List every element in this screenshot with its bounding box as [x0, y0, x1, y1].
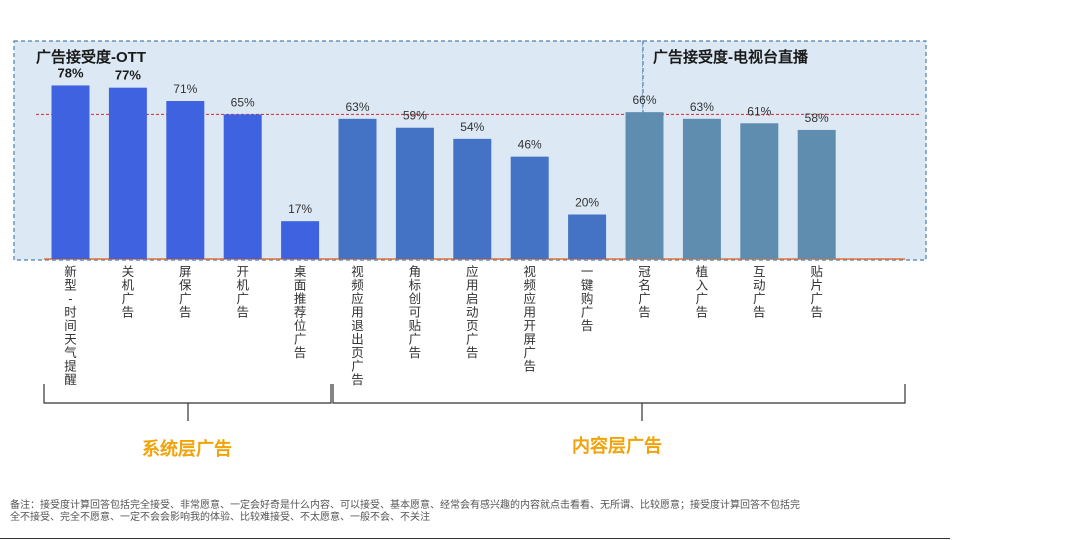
bar — [797, 129, 836, 259]
ott-panel-title: 广告接受度-OTT — [36, 48, 146, 66]
bar-value-label: 77% — [115, 68, 141, 83]
bar — [338, 118, 377, 259]
system-layer-bracket — [43, 384, 332, 421]
category-label: 一键购广告 — [581, 265, 594, 333]
bar — [166, 101, 205, 260]
bottom-divider — [0, 538, 950, 539]
bar — [395, 127, 434, 259]
category-label: 贴片广告 — [810, 265, 823, 320]
bar — [223, 114, 262, 259]
bar — [740, 123, 779, 260]
bar-value-label: 78% — [57, 65, 83, 80]
category-label: 冠名广告 — [638, 265, 651, 320]
group-brackets — [43, 384, 906, 421]
category-label: 角标创可贴广告 — [409, 265, 422, 360]
bar-value-label: 17% — [288, 202, 312, 216]
category-label: 视频应用开屏广告 — [523, 264, 536, 374]
category-label: 屏保广告 — [179, 265, 192, 320]
bar-value-label: 61% — [747, 104, 771, 118]
bar-value-label: 63% — [345, 100, 369, 114]
category-label: 视频应用退出页广告 — [351, 264, 364, 387]
content-layer-label: 内容层广告 — [572, 435, 662, 456]
footnote: 备注：接受度计算回答包括完全接受、非常愿意、一定会好奇是什么内容、可以接受、基本… — [10, 500, 800, 523]
bar-value-label: 59% — [403, 109, 427, 123]
bar — [510, 156, 549, 259]
bar — [453, 138, 492, 259]
bar-value-label: 46% — [518, 138, 542, 152]
bar — [625, 112, 664, 260]
bar — [682, 118, 721, 259]
category-label: 关机广告 — [122, 265, 135, 320]
bar-value-label: 20% — [575, 196, 599, 210]
bar-value-label: 66% — [632, 93, 656, 107]
bar — [568, 214, 607, 259]
bar — [281, 221, 320, 259]
category-label: 桌面推荐位广告 — [294, 265, 307, 360]
category-label: 开机广告 — [236, 265, 249, 320]
category-label: 植入广告 — [696, 264, 709, 320]
bar-value-label: 65% — [231, 95, 255, 109]
bar-value-label: 71% — [173, 82, 197, 96]
category-label: 应用启动页广告 — [466, 264, 479, 360]
bar-value-label: 54% — [460, 120, 484, 134]
bar — [108, 87, 147, 259]
tv-panel-title: 广告接受度-电视台直播 — [653, 48, 809, 66]
bar-value-label: 58% — [805, 111, 829, 125]
bar-value-label: 63% — [690, 100, 714, 114]
content-layer-bracket — [332, 384, 906, 421]
category-label: 互动广告 — [753, 265, 766, 320]
bar — [51, 85, 90, 259]
system-layer-label: 系统层广告 — [142, 438, 232, 459]
category-label: 新型-时间天气提醒 — [64, 264, 77, 387]
